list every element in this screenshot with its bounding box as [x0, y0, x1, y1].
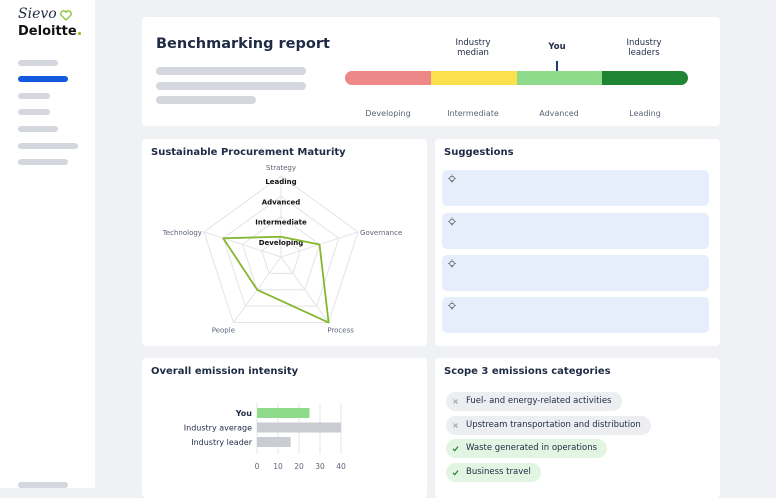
axis-label: Technology	[162, 229, 202, 237]
chip-label: Fuel- and energy-related activities	[466, 396, 612, 406]
category-label: You	[235, 409, 253, 418]
level-label: Intermediate	[447, 109, 499, 118]
level-label: Developing	[259, 239, 303, 247]
spoke	[203, 231, 282, 258]
bar-chart: 0 10 20 30 40 You Industry average Industry lea…	[184, 403, 346, 471]
nav-item[interactable]	[18, 482, 68, 488]
level-label: Intermediate	[255, 219, 307, 227]
suggestions-card: Suggestions	[435, 139, 720, 346]
axis-label: People	[212, 327, 235, 335]
brand-logo: Sievo	[18, 6, 57, 22]
card-title: Overall emission intensity	[151, 366, 299, 377]
benchmark-card: Benchmarking report Industry median You …	[142, 17, 720, 126]
level-label: Advanced	[262, 198, 301, 206]
category-label: Industry leader	[191, 438, 252, 447]
emissions-card: Overall emission intensity 0 10 20 30 40 You I…	[142, 358, 427, 498]
logo-dot	[77, 32, 81, 35]
level-label: Advanced	[539, 109, 579, 118]
grid-ring	[222, 195, 340, 307]
scale-segment	[516, 71, 603, 85]
category-chip[interactable]: Waste generated in operations	[446, 439, 608, 459]
placeholder	[156, 67, 306, 75]
x-tick-label: 20	[294, 462, 304, 471]
check-icon	[452, 446, 459, 452]
x-tick-label: 30	[315, 462, 325, 471]
x-tick-label: 0	[255, 462, 260, 471]
category-chip[interactable]: Fuel- and energy-related activities	[446, 392, 622, 411]
nav-item[interactable]	[18, 143, 78, 149]
card-title: Scope 3 emissions categories	[444, 366, 611, 377]
nav-item-active[interactable]	[18, 76, 68, 82]
category-chip[interactable]: Business travel	[446, 463, 541, 483]
axis-label: Strategy	[266, 164, 296, 172]
sidebar: Sievo Deloitte	[0, 0, 95, 488]
nav-item[interactable]	[18, 60, 58, 66]
bulb-icon	[448, 301, 456, 310]
suggestion[interactable]	[442, 255, 709, 291]
nav-item[interactable]	[18, 126, 58, 132]
suggestion[interactable]	[442, 170, 709, 206]
card-title: Suggestions	[444, 147, 514, 158]
bar	[257, 422, 341, 433]
marker-label: You	[548, 42, 566, 52]
bulb-icon	[448, 174, 456, 183]
scope3-card: Scope 3 emissions categories Fuel- and e…	[435, 358, 720, 498]
spoke	[280, 256, 330, 323]
grid-ring	[241, 215, 321, 291]
placeholder	[156, 82, 306, 90]
level-label: Leading	[265, 178, 296, 186]
scale-segment	[345, 71, 431, 85]
level-label: Developing	[365, 109, 411, 118]
check-icon	[452, 470, 459, 476]
x-tick-label: 10	[273, 462, 283, 471]
chip-label: Upstream transportation and distribution	[466, 419, 641, 430]
card-title: Sustainable Procurement Maturity	[151, 147, 346, 158]
category-label: Industry average	[184, 424, 252, 433]
page: { "sidebar": {"brand": "Sievo", "partner…	[0, 0, 720, 498]
you-marker	[556, 61, 558, 71]
nav-item[interactable]	[18, 93, 50, 99]
x-tick-label: 40	[336, 462, 346, 471]
chip-label: Business travel	[466, 467, 531, 478]
cross-icon	[453, 399, 458, 404]
suggestion[interactable]	[442, 213, 709, 249]
maturity-card: Sustainable Procurement Maturity Strateg…	[142, 139, 427, 346]
axis-label: Governance	[360, 229, 402, 237]
level-label: Leading	[629, 109, 661, 118]
placeholder	[156, 96, 256, 104]
maturity-scale	[345, 71, 688, 85]
scale-segment	[430, 71, 517, 85]
radar-chart: Strategy Governance Process People Technolog…	[162, 164, 403, 335]
maturity-polygon	[222, 235, 330, 324]
bulb-icon	[448, 217, 456, 226]
category-chip[interactable]: Upstream transportation and distribution	[446, 415, 651, 435]
report-title: Benchmarking report	[156, 36, 330, 52]
suggestion[interactable]	[442, 297, 709, 333]
nav-item[interactable]	[18, 159, 68, 165]
marker-label: Industry median	[455, 38, 491, 58]
bulb-icon	[448, 259, 456, 268]
chip-label: Waste generated in operations	[466, 443, 598, 454]
axis-label: Process	[327, 327, 354, 335]
scale-segment	[602, 71, 688, 85]
heart-icon	[60, 10, 72, 21]
marker-label: Industry leaders	[626, 38, 662, 58]
nav-item[interactable]	[18, 109, 50, 115]
bar	[257, 437, 291, 447]
bar	[257, 408, 310, 418]
grid-ring	[261, 236, 301, 274]
partner-logo: Deloitte	[18, 24, 81, 39]
grid-ring	[203, 175, 359, 324]
cross-icon	[453, 422, 458, 428]
partner-name: Deloitte	[18, 24, 77, 39]
